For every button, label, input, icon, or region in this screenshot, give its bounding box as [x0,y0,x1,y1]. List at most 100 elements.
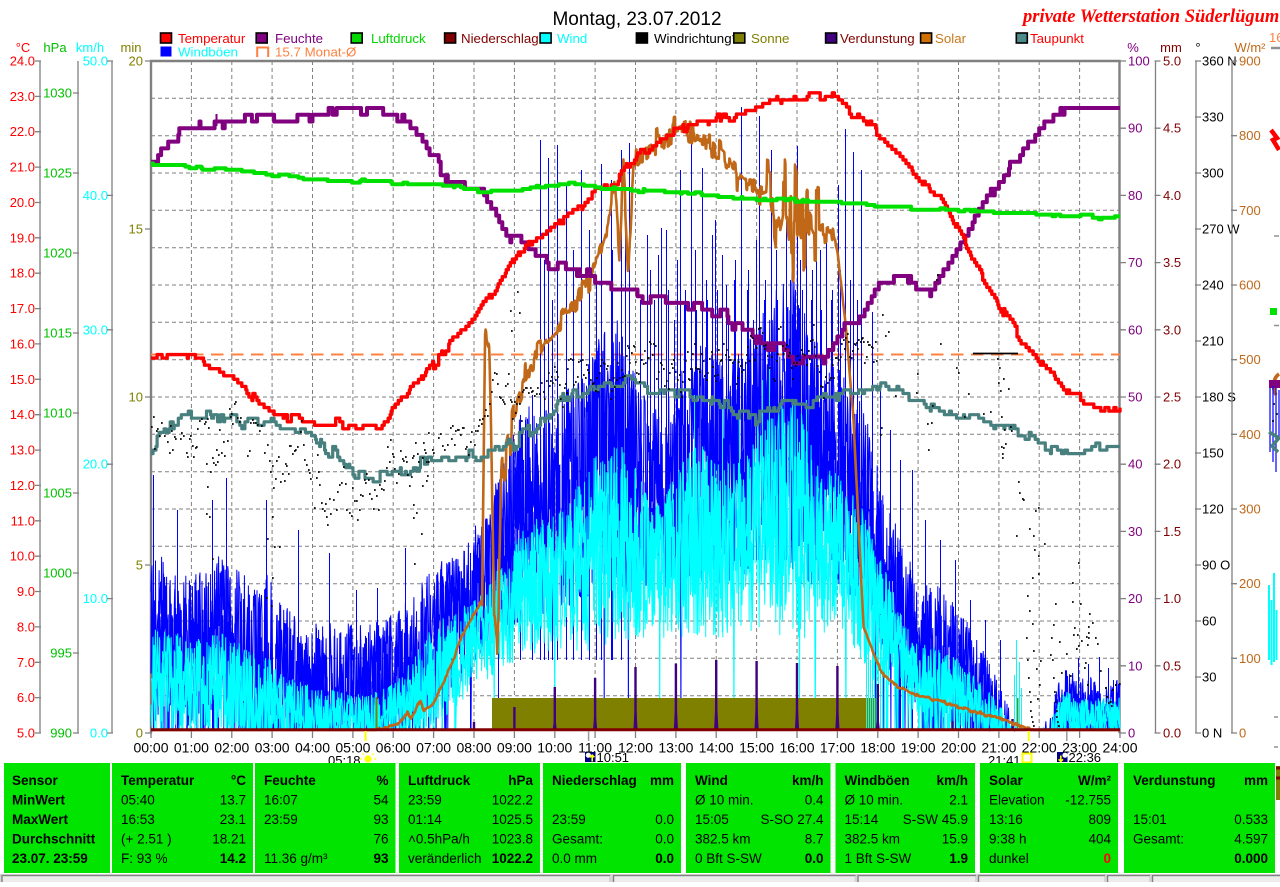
svg-text:93: 93 [373,812,388,827]
svg-text:16:53: 16:53 [121,812,155,827]
svg-text:4.5: 4.5 [1163,121,1181,136]
svg-text:13:00: 13:00 [658,740,693,756]
svg-text:km/h: km/h [792,773,824,788]
svg-text:Niederschlag: Niederschlag [461,31,539,46]
svg-text:30.0: 30.0 [83,322,108,337]
svg-text:hPa: hPa [508,773,533,788]
svg-text:60: 60 [1202,614,1216,629]
svg-text:dunkel: dunkel [989,851,1029,866]
svg-text:15.0: 15.0 [10,372,35,387]
svg-text:7.0: 7.0 [17,655,35,670]
svg-text:1015: 1015 [43,326,72,341]
svg-text:1025.5: 1025.5 [492,812,533,827]
svg-text:Luftdruck: Luftdruck [408,773,471,788]
svg-text:800: 800 [1239,128,1261,143]
svg-text:Sonne: Sonne [751,31,789,46]
svg-text:54: 54 [373,793,389,808]
svg-text:Elevation: Elevation [989,793,1045,808]
svg-text:0.0: 0.0 [655,851,674,866]
svg-text:200: 200 [1239,576,1261,591]
svg-text:15:14: 15:14 [845,812,879,827]
svg-text:24:00: 24:00 [1102,740,1137,756]
svg-text:1022.2: 1022.2 [492,851,533,866]
svg-text:10.0: 10.0 [83,591,108,606]
svg-text:23.1: 23.1 [220,812,246,827]
svg-text:19:00: 19:00 [901,740,936,756]
svg-text:90 O: 90 O [1202,558,1230,573]
svg-text:0.0: 0.0 [805,851,824,866]
svg-text:Niederschlag: Niederschlag [552,773,637,788]
svg-text:S-SW 45.9: S-SW 45.9 [903,812,968,827]
svg-text:15.9: 15.9 [942,832,968,847]
svg-text:Solar: Solar [935,31,967,46]
svg-text:W/m²: W/m² [1078,773,1111,788]
svg-text:Wind: Wind [557,31,587,46]
svg-text:Verdunstung: Verdunstung [840,31,915,46]
svg-text:11.36 g/m³: 11.36 g/m³ [264,851,328,866]
svg-text:00:00: 00:00 [133,740,168,756]
svg-text:0.0: 0.0 [655,812,674,827]
svg-text:400: 400 [1239,427,1261,442]
svg-text:1022.2: 1022.2 [492,793,533,808]
svg-text:2.0: 2.0 [1163,457,1181,472]
svg-text:18.21: 18.21 [212,832,246,847]
svg-text:809: 809 [1088,812,1111,827]
svg-text:0: 0 [136,726,143,741]
svg-text:Solar: Solar [989,773,1024,788]
svg-text:1025: 1025 [43,166,72,181]
svg-text:60: 60 [1128,322,1142,337]
svg-text:404: 404 [1088,832,1111,847]
svg-text:4.597: 4.597 [1234,832,1268,847]
svg-text:12.0: 12.0 [10,478,35,493]
svg-text:600: 600 [1239,278,1261,293]
svg-text:14:00: 14:00 [699,740,734,756]
svg-text:5.0: 5.0 [1163,54,1181,69]
svg-text:09:00: 09:00 [497,740,532,756]
svg-text:270 W: 270 W [1202,222,1240,237]
svg-text:11:00: 11:00 [578,740,612,756]
svg-text:0 Bft S-SW: 0 Bft S-SW [695,851,762,866]
svg-text:Luftdruck: Luftdruck [371,31,426,46]
svg-text:300: 300 [1202,166,1224,181]
svg-text:700: 700 [1239,203,1261,218]
svg-text:15:05: 15:05 [695,812,729,827]
svg-text:18.0: 18.0 [10,266,35,281]
svg-text:180 S: 180 S [1202,390,1236,405]
svg-text:20.0: 20.0 [10,195,35,210]
svg-text:10.0: 10.0 [10,549,35,564]
svg-text:˄0.5hPa/h: ˄0.5hPa/h [408,832,470,847]
svg-text:16.0: 16.0 [10,336,35,351]
svg-text:10: 10 [1128,658,1142,673]
svg-text:0.000: 0.000 [1234,851,1268,866]
svg-text:F: 93 %: F: 93 % [121,851,168,866]
svg-text:Durchschnitt: Durchschnitt [12,832,96,847]
svg-text:2.5: 2.5 [1163,390,1181,405]
svg-text:Wind: Wind [695,773,728,788]
svg-text:210: 210 [1202,334,1224,349]
svg-text:23.07. 23:59: 23.07. 23:59 [12,851,88,866]
svg-text:14.2: 14.2 [220,851,246,866]
svg-text:1.0: 1.0 [1163,591,1181,606]
svg-text:21:00: 21:00 [981,740,1016,756]
svg-text:mm: mm [650,773,674,788]
svg-text:19.0: 19.0 [10,230,35,245]
svg-text:900: 900 [1239,54,1261,69]
svg-text:MinWert: MinWert [12,793,66,808]
svg-text:mm: mm [1244,773,1268,788]
svg-text:1.5: 1.5 [1163,524,1181,539]
svg-text:1020: 1020 [43,246,72,261]
svg-text:0.533: 0.533 [1234,812,1268,827]
svg-text:150: 150 [1202,446,1224,461]
svg-text:S-SO 27.4: S-SO 27.4 [760,812,824,827]
svg-text:100: 100 [1128,54,1150,69]
svg-text:04:00: 04:00 [295,740,330,756]
svg-text:0: 0 [1128,726,1135,741]
svg-text:5: 5 [136,558,143,573]
svg-text:9:38 h: 9:38 h [989,832,1027,847]
svg-text:07:00: 07:00 [416,740,451,756]
svg-text:990: 990 [50,726,72,741]
svg-text:50.0: 50.0 [83,54,108,69]
svg-text:5.0: 5.0 [17,726,35,741]
svg-text:330: 330 [1202,110,1224,125]
svg-text:3.5: 3.5 [1163,255,1181,270]
